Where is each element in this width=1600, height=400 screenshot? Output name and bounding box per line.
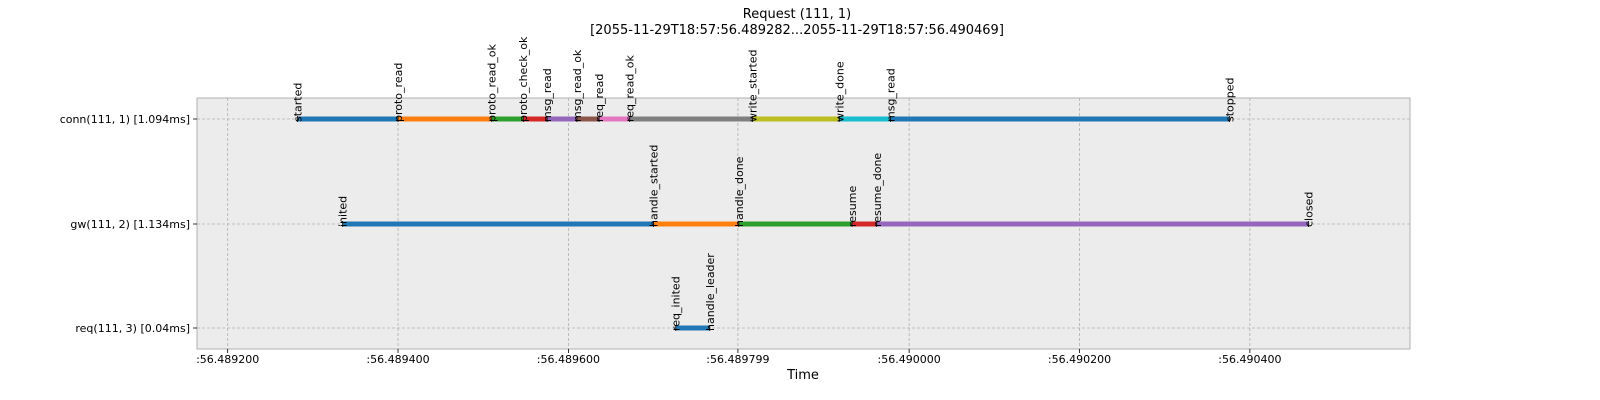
event-label: write_started bbox=[746, 49, 759, 122]
x-tick-label: :56.490200 bbox=[1048, 353, 1111, 366]
chart-title-line2: [2055-11-29T18:57:56.489282...2055-11-29… bbox=[590, 23, 1004, 38]
event-label: started bbox=[292, 83, 305, 122]
event-label: resume bbox=[846, 186, 859, 227]
event-label: stopped bbox=[1223, 78, 1236, 123]
x-axis-label: Time bbox=[786, 368, 819, 383]
event-label: req_read_ok bbox=[624, 54, 637, 122]
event-label: inited bbox=[337, 196, 350, 227]
event-label: handle_done bbox=[733, 156, 746, 227]
event-label: closed bbox=[1303, 192, 1316, 227]
x-tick-label: :56.489200 bbox=[196, 353, 259, 366]
event-label: msg_read bbox=[541, 68, 554, 122]
timeline-row: started proto_read proto_read_ok proto_chec… bbox=[292, 36, 1236, 123]
event-label: resume_done bbox=[871, 153, 884, 227]
chart-title-line1: Request (111, 1) bbox=[743, 7, 851, 22]
x-tick-label: :56.489400 bbox=[366, 353, 429, 366]
event-label: proto_check_ok bbox=[517, 36, 530, 122]
event-label: proto_read bbox=[392, 63, 405, 122]
event-label: write_done bbox=[833, 61, 846, 122]
event-label: msg_read_ok bbox=[571, 49, 584, 122]
timeline-row: inited handle_started handle_done resume res… bbox=[337, 145, 1316, 227]
y-tick-label: conn(111, 1) [1.094ms] bbox=[60, 113, 190, 126]
event-label: handle_started bbox=[648, 145, 661, 227]
x-tick-label: :56.489600 bbox=[537, 353, 600, 366]
x-tick-label: :56.489799 bbox=[706, 353, 769, 366]
timeline-row: req_inited handle_leader bbox=[670, 253, 717, 331]
timeline-rows: conn(111, 1) [1.094ms] started proto_read p… bbox=[60, 36, 1316, 335]
event-label: req_inited bbox=[670, 276, 683, 331]
event-label: handle_leader bbox=[704, 253, 717, 331]
y-tick-label: gw(111, 2) [1.134ms] bbox=[70, 218, 190, 231]
event-label: msg_read bbox=[884, 68, 897, 122]
x-axis-ticks: :56.489200 :56.489400 :56.489600 :56.489799… bbox=[196, 349, 1281, 366]
event-label: req_read bbox=[593, 74, 606, 122]
y-tick-label: req(111, 3) [0.04ms] bbox=[75, 322, 190, 335]
x-tick-label: :56.490400 bbox=[1218, 353, 1281, 366]
event-label: proto_read_ok bbox=[486, 43, 499, 122]
x-tick-label: :56.490000 bbox=[878, 353, 941, 366]
